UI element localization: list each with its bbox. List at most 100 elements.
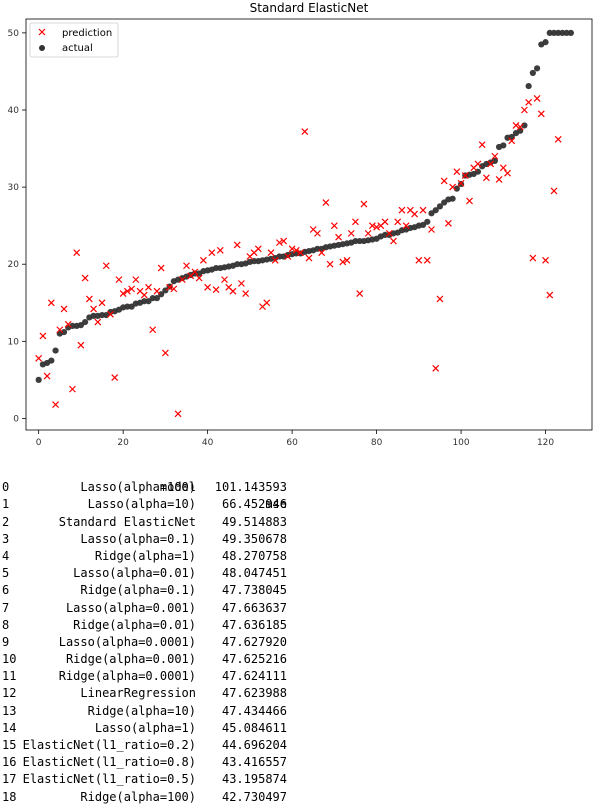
prediction-point — [254, 245, 262, 253]
row-index: 5 — [2, 566, 10, 581]
model-cell: Lasso(alpha=0.1) — [80, 531, 196, 546]
prediction-point — [411, 210, 419, 218]
table-row: 13 Ridge(alpha=10) 47.434466 — [0, 703, 597, 720]
mse-cell: 47.624111 — [221, 669, 287, 684]
row-index: 11 — [2, 669, 17, 684]
prediction-point — [343, 256, 351, 264]
model-cell: Ridge(alpha=0.001) — [65, 652, 196, 667]
row-index: 15 — [2, 738, 17, 752]
actual-point — [533, 65, 541, 72]
prediction-point — [335, 233, 342, 241]
mse-cell: 47.625216 — [221, 652, 287, 667]
mse-cell: 42.730497 — [221, 789, 287, 804]
prediction-point — [444, 219, 452, 227]
actual-point — [52, 347, 59, 354]
actual-point — [525, 82, 532, 90]
actual-point — [500, 142, 507, 149]
mse-cell: 45.084611 — [221, 720, 287, 735]
prediction-point — [242, 290, 250, 297]
table-row: 11 Ridge(alpha=0.0001) 47.624111 — [0, 668, 597, 685]
x-tick-label: 120 — [537, 438, 554, 448]
prediction-point — [322, 199, 330, 206]
y-tick-label: 50 — [8, 29, 20, 39]
actual-series — [35, 29, 574, 383]
prediction-point — [98, 299, 106, 307]
actual-point — [542, 39, 549, 46]
prediction-point — [237, 280, 245, 287]
x-tick-label: 60 — [286, 438, 298, 448]
prediction-point — [537, 110, 545, 118]
prediction-point — [47, 299, 55, 307]
prediction-point — [212, 286, 220, 294]
mse-cell: 44.696204 — [221, 738, 287, 752]
prediction-point — [297, 249, 304, 257]
y-tick-label: 40 — [8, 106, 20, 116]
table-row: 17 ElasticNet(l1_ratio=0.5) 43.195874 — [0, 771, 597, 788]
table-row: 3 Lasso(alpha=0.1) 49.350678 — [0, 531, 597, 548]
prediction-point — [449, 183, 457, 191]
mse-cell: 43.195874 — [221, 772, 287, 787]
mse-cell: 48.270758 — [221, 548, 287, 563]
prediction-point — [85, 295, 93, 303]
x-tick-label: 100 — [452, 438, 469, 448]
prediction-point — [123, 287, 131, 295]
model-cell: ElasticNet(l1_ratio=0.2) — [22, 738, 196, 752]
prediction-point — [390, 237, 397, 245]
table-row: 9 Lasso(alpha=0.0001) 47.627920 — [0, 634, 597, 651]
prediction-point — [423, 256, 431, 264]
row-index: 14 — [2, 720, 17, 735]
prediction-point — [178, 276, 186, 284]
chart-title: Standard ElasticNet — [250, 1, 369, 15]
model-cell: Ridge(alpha=100) — [80, 789, 196, 804]
table-row: 8 Ridge(alpha=0.01) 47.636185 — [0, 617, 597, 634]
prediction-point — [195, 274, 203, 282]
actual-point — [60, 328, 68, 336]
mse-cell: 47.627920 — [221, 634, 287, 649]
prediction-point — [504, 169, 511, 177]
model-cell: Ridge(alpha=10) — [87, 703, 196, 718]
table-row: 0 Lasso(alpha=100) 101.143593 — [0, 479, 597, 496]
y-tick-label: 20 — [8, 260, 20, 270]
prediction-point — [119, 290, 127, 297]
prediction-point — [402, 222, 410, 230]
row-index: 0 — [2, 480, 10, 495]
prediction-point — [339, 258, 347, 266]
prediction-point — [499, 164, 507, 172]
table-body: 0 Lasso(alpha=100) 101.143593 1 Lasso(alpha=… — [0, 479, 597, 806]
prediction-point — [508, 137, 516, 145]
prediction-point — [373, 223, 381, 231]
prediction-point — [474, 160, 482, 168]
prediction-point — [381, 218, 389, 226]
prediction-point — [69, 385, 76, 393]
prediction-point — [368, 222, 376, 230]
x-tick-label: 0 — [36, 438, 42, 448]
prediction-point — [39, 332, 47, 340]
mse-cell: 49.350678 — [221, 531, 287, 546]
prediction-point — [73, 249, 81, 257]
table-row: 16 ElasticNet(l1_ratio=0.8) 43.416557 — [0, 754, 597, 771]
row-index: 2 — [2, 514, 10, 529]
prediction-point — [35, 354, 43, 362]
actual-point — [82, 318, 89, 326]
mse-cell: 47.623988 — [221, 686, 287, 701]
actual-point — [432, 207, 439, 214]
actual-point — [436, 203, 444, 210]
row-index: 18 — [2, 789, 17, 804]
model-cell: Ridge(alpha=0.0001) — [58, 669, 196, 684]
prediction-point — [546, 291, 554, 299]
prediction-point — [487, 160, 495, 168]
prediction-point — [204, 283, 212, 291]
legend: prediction actual — [29, 22, 119, 58]
prediction-point — [77, 341, 85, 349]
prediction-point — [461, 172, 469, 179]
prediction-point — [90, 305, 98, 313]
prediction-point — [352, 218, 359, 226]
row-index: 6 — [2, 583, 10, 598]
prediction-point — [60, 305, 68, 313]
prediction-point — [457, 179, 465, 187]
prediction-point — [271, 256, 279, 264]
prediction-point — [284, 253, 292, 260]
scatter-chart: Standard ElasticNet 0 20 40 60 80 100 120 0 10 2… — [8, 1, 593, 448]
table-row: 1 Lasso(alpha=10) 66.452946 — [0, 496, 597, 513]
prediction-point — [360, 200, 368, 208]
